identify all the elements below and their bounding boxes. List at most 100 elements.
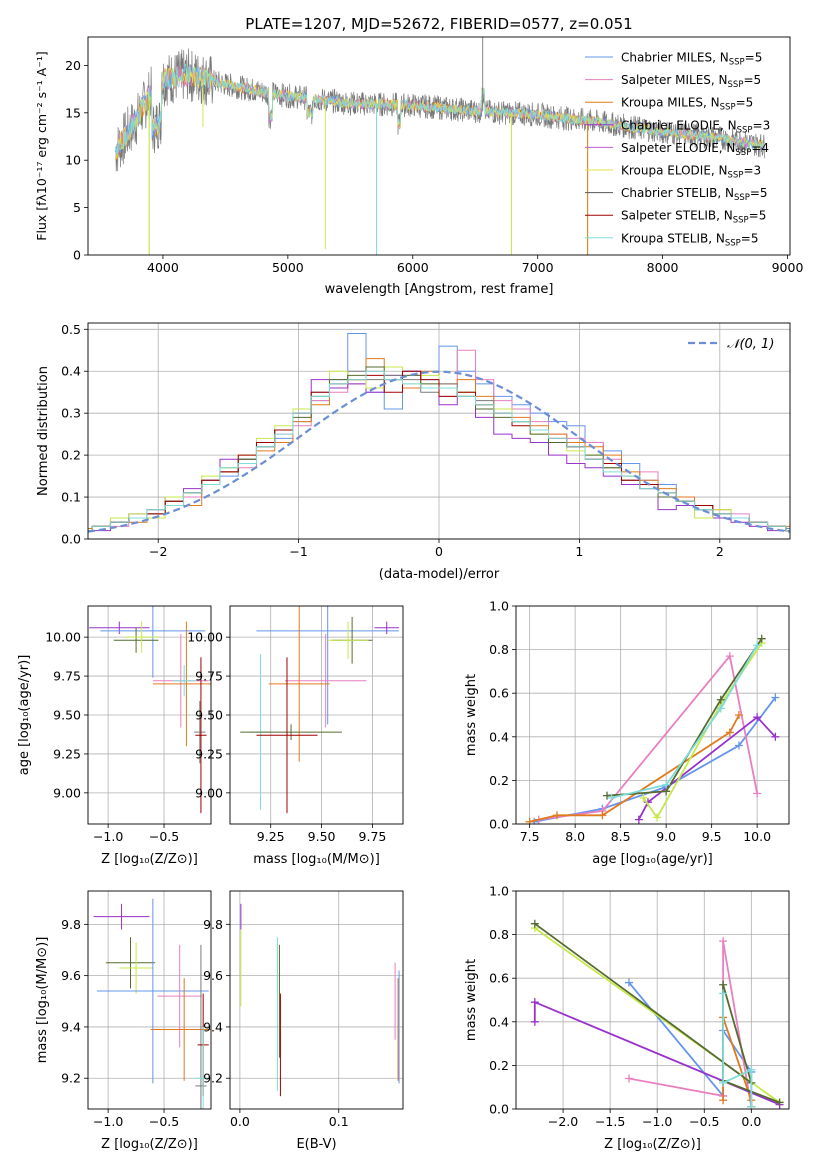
legend-item: Kroupa MILES, NSSP=5 (585, 96, 753, 113)
legend: 𝒩(0, 1) (688, 337, 774, 352)
legend-item: Chabrier ELODIE, NSSP=3 (585, 118, 770, 135)
data-point (256, 657, 318, 814)
series-line (638, 715, 776, 821)
axes-frame (229, 605, 404, 825)
y-tick-label: 0.4 (489, 1014, 509, 1029)
data-point (89, 621, 150, 635)
axes-frame (87, 890, 212, 1110)
legend-label-text: Chabrier MILES, N (621, 51, 729, 65)
y-tick-label: 9.00 (195, 785, 223, 800)
y-tick-label: 0.0 (489, 1102, 509, 1117)
legend-label-post: =5 (745, 51, 763, 65)
y-tick-label: 9.50 (53, 708, 81, 723)
x-tick-label: 9.25 (257, 829, 285, 844)
x-tick-label: −1.0 (93, 829, 123, 844)
data-series (607, 641, 762, 802)
legend-label: 𝒩(0, 1) (727, 337, 774, 352)
series-marker (624, 978, 633, 987)
series-line (538, 654, 759, 821)
x-axis-label: age [log₁₀(age/yr)] (592, 852, 713, 867)
y-tick-label: 0.1 (61, 490, 81, 505)
data-point (284, 634, 367, 728)
y-tick-label: 9.8 (61, 917, 81, 932)
y-tick-label: 9.25 (53, 746, 81, 761)
legend-label-sub: SSP (720, 103, 736, 113)
series-marker (734, 711, 743, 719)
data-point (105, 937, 156, 989)
legend-label-text: Kroupa STELIB, N (621, 231, 725, 245)
x-axis-label: wavelength [Angstrom, rest frame] (325, 282, 554, 297)
legend-label-sub: SSP (728, 80, 744, 90)
x-tick-label: 7.5 (520, 829, 540, 844)
x-tick-label: 0 (435, 544, 443, 559)
x-tick-label: −1.0 (93, 1114, 123, 1129)
legend-label: Salpeter STELIB, NSSP=5 (621, 209, 766, 226)
mass_vs_ebv-panel: 0.0 0.1 9.2 9.4 9.6 9.8 E(B-V) (203, 890, 404, 1152)
x-tick-label: 8.0 (565, 829, 585, 844)
series-marker (719, 937, 728, 946)
legend-label-text: Kroupa ELODIE, N (621, 164, 728, 178)
x-tick-label: −1.5 (595, 1114, 625, 1129)
data-point (172, 665, 196, 697)
x-tick-label: 9.0 (656, 829, 676, 844)
legend-label: Salpeter MILES, NSSP=5 (621, 73, 761, 90)
data-point (119, 942, 153, 994)
y-axis-label: mass weight (464, 674, 479, 756)
series-marker (771, 693, 780, 702)
age_vs_mass-panel: 9.25 9.50 9.75 9.00 9.25 9.50 9.75 10.00 mass [l… (187, 605, 404, 867)
series-marker (753, 641, 762, 650)
data-series (525, 711, 743, 824)
y-tick-label: 5 (73, 200, 81, 215)
series-marker (719, 1096, 728, 1105)
legend-label: Chabrier MILES, NSSP=5 (621, 51, 762, 68)
y-tick-label: 15 (65, 105, 81, 120)
legend-label-post: =5 (743, 73, 761, 87)
y-tick-label: 10 (65, 153, 81, 168)
series-line (628, 940, 753, 1107)
data-series (719, 989, 756, 1109)
y-tick-label: 9.8 (203, 917, 223, 932)
series-marker (598, 811, 607, 820)
legend-label-text: Chabrier ELODIE, N (621, 118, 737, 132)
histogram-series (88, 370, 790, 532)
legend-label-text: Chabrier STELIB, N (621, 186, 734, 200)
data-point (327, 621, 369, 659)
series-marker (747, 1065, 756, 1074)
data-point (256, 606, 399, 725)
y-tick-label: 10.00 (187, 630, 223, 645)
y-tick-label: 9.75 (53, 669, 81, 684)
x-tick-label: 4000 (147, 260, 179, 275)
y-tick-label: 9.2 (61, 1071, 81, 1086)
mass_vs_z-panel: −1.0 −0.5 9.2 9.4 9.6 9.8 Z [log₁₀(Z/Z⊙)] mass … (35, 890, 212, 1152)
legend-label-sub: SSP (733, 216, 749, 226)
x-tick-label: −2.0 (548, 1114, 578, 1129)
series-marker (716, 695, 725, 704)
y-axis-label: Normed distribution (36, 366, 51, 496)
x-tick-label: −0.5 (689, 1114, 719, 1129)
series-marker (753, 713, 762, 722)
legend-label: Kroupa MILES, NSSP=5 (621, 96, 753, 113)
series-marker (725, 728, 734, 737)
series-marker (775, 1098, 784, 1107)
data-series (634, 713, 780, 824)
x-axis-label: Z [log₁₀(Z/Z⊙)] (101, 1137, 198, 1152)
legend-label-sub: SSP (737, 125, 753, 135)
y-tick-label: 0.4 (489, 729, 509, 744)
series-marker (734, 741, 743, 750)
legend-label-sub: SSP (734, 193, 750, 203)
x-tick-label: −0.5 (149, 1114, 179, 1129)
weight_vs_age-panel: 7.5 8.0 8.5 9.0 9.5 10.0 0.0 0.2 0.4 0.6 0.8 1.0 age… (464, 599, 790, 867)
age_vs_z-plot-area (89, 606, 211, 814)
x-tick-label: −1 (289, 544, 307, 559)
series-marker (639, 793, 648, 802)
series-marker (747, 1102, 756, 1109)
y-tick-label: 0 (73, 248, 81, 263)
series-marker (552, 811, 561, 820)
y-tick-label: 9.4 (203, 1019, 223, 1034)
x-axis-label: E(B-V) (296, 1137, 336, 1152)
series-marker (725, 652, 734, 661)
legend-label-post: =5 (736, 96, 754, 110)
data-series (530, 998, 784, 1109)
series-marker (530, 998, 539, 1007)
